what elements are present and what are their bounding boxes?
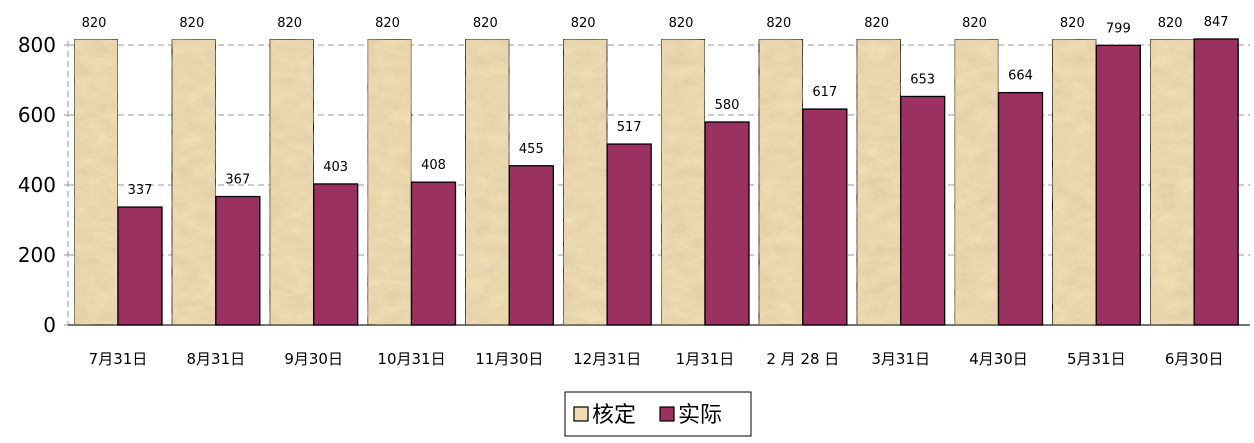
legend-box [564,391,752,437]
x-tick-label: 7月31日 [89,350,148,368]
data-label-series-0: 820 [473,16,498,31]
x-tick-label: 8月31日 [187,350,246,368]
bar-series-1 [900,95,946,326]
y-tick-label: 200 [18,243,56,267]
data-label-series-0: 820 [179,16,204,31]
y-tick-label: 600 [18,103,56,127]
bar-series-1 [215,195,261,326]
data-label-series-1: 517 [617,120,642,135]
x-tick-label: 11月30日 [475,350,543,368]
data-label-series-0: 820 [277,16,302,31]
legend-label-series-0: 核定 [592,403,636,428]
data-label-series-0: 820 [82,16,107,31]
bar-series-1 [410,181,457,326]
data-label-series-1: 580 [715,98,740,113]
x-tick-label: 4月30日 [969,350,1028,368]
data-label-series-0: 820 [864,16,889,31]
x-tick-label: 1月31日 [676,350,735,368]
data-label-series-1: 337 [128,183,153,198]
bar-series-0 [171,38,217,326]
data-label-series-1: 847 [1204,15,1229,30]
bar-series-0 [856,38,902,326]
data-label-series-1: 664 [1008,69,1033,84]
data-label-series-0: 820 [962,16,987,31]
legend-swatch-series-1 [659,406,675,422]
x-tick-label: 12月31日 [573,350,641,368]
data-label-series-0: 820 [1060,16,1085,31]
data-label-series-1: 653 [910,72,935,87]
legend-label-series-1: 实际 [678,403,722,428]
bar-series-0 [464,38,510,326]
data-labels: 820 337 820 367 820 403 820 408 820 455 820 517 820 5… [82,15,1229,198]
x-tick-label: 3月31日 [871,350,930,368]
legend-swatch-series-0 [573,406,589,422]
bar-series-0 [366,38,413,326]
bar-series-0 [1149,38,1195,326]
y-tick-label: 0 [43,313,56,337]
bar-series-0 [660,38,706,326]
data-label-series-1: 799 [1106,21,1131,36]
bar-series-1 [802,108,848,326]
data-label-series-0: 820 [571,16,596,31]
bar-series-0 [953,38,1000,326]
bar-series-0 [269,38,315,326]
data-label-series-1: 617 [812,85,837,100]
bar-series-0 [562,38,608,326]
bar-series-1 [1095,44,1141,326]
bar-series-0 [758,38,804,326]
data-label-series-0: 820 [669,16,694,31]
bar-series-1 [704,121,750,326]
bar-series-0 [1051,38,1097,326]
data-label-series-1: 403 [323,160,348,175]
bar-series-1 [508,165,554,326]
x-tick-label: 6月30日 [1165,350,1224,368]
x-tick-label: 9月30日 [284,350,343,368]
axes: 0 200 400 600 800 7月31日 8月31日 9月30日 10月31日 11月30日… [18,33,1250,368]
data-label-series-1: 367 [225,173,250,188]
data-label-series-1: 408 [421,158,446,173]
y-tick-label: 400 [18,173,56,197]
x-tick-label: 10月31日 [377,350,445,368]
bar-series-1 [606,143,652,326]
data-label-series-0: 820 [375,16,400,31]
data-label-series-1: 455 [519,142,544,157]
data-label-series-0: 820 [1158,16,1183,31]
x-tick-label: 2 月 28 日 [766,350,839,368]
bar-series-1 [997,91,1044,326]
data-label-series-0: 820 [766,16,791,31]
y-tick-label: 800 [18,33,56,57]
bar-series-1 [1193,38,1239,326]
x-tick-label: 5月31日 [1067,350,1126,368]
legend: 核定 实际 [564,391,752,437]
bars [73,38,1239,326]
bar-series-1 [117,206,163,326]
bar-series-0 [73,38,119,326]
bar-series-1 [313,183,359,326]
